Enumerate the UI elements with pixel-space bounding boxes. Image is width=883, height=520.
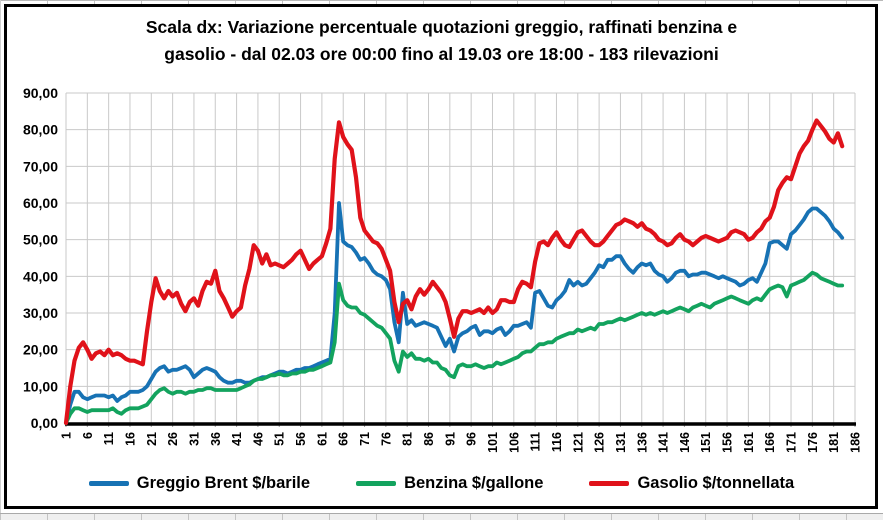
svg-text:146: 146 [678,432,692,453]
svg-text:70,00: 70,00 [23,158,58,174]
svg-text:71: 71 [358,432,372,446]
svg-text:31: 31 [187,432,201,446]
svg-text:20,00: 20,00 [23,342,58,358]
chart-title-line2: gasolio - dal 02.03 ore 00:00 fino al 19… [164,44,719,64]
legend-item-greggio-brent: Greggio Brent $/barile [88,474,311,493]
excel-column-edge-left [0,0,1,520]
svg-text:46: 46 [251,432,265,446]
svg-text:66: 66 [337,432,351,446]
legend-label-benzina: Benzina $/gallone [404,474,544,492]
legend-line-swatch-green [356,481,397,486]
svg-text:80,00: 80,00 [23,122,58,138]
svg-text:6: 6 [81,432,95,439]
svg-text:121: 121 [571,432,585,453]
svg-text:61: 61 [315,432,329,446]
svg-text:30,00: 30,00 [23,305,58,321]
svg-text:136: 136 [635,432,649,453]
legend-item-gasolio: Gasolio $/tonnellata [589,474,794,493]
svg-text:90,00: 90,00 [23,85,58,101]
legend-line-swatch-blue [88,481,129,486]
svg-text:131: 131 [614,432,628,453]
legend-label-greggio-brent: Greggio Brent $/barile [136,474,311,492]
svg-text:60,00: 60,00 [23,195,58,211]
svg-text:51: 51 [273,432,287,446]
legend-line-swatch-red [589,481,630,486]
svg-text:91: 91 [443,432,457,446]
svg-text:156: 156 [721,432,735,453]
svg-text:176: 176 [806,432,820,453]
svg-text:56: 56 [294,432,308,446]
svg-text:161: 161 [742,432,756,453]
svg-text:126: 126 [593,432,607,453]
svg-text:111: 111 [529,432,543,452]
svg-text:166: 166 [763,432,777,453]
excel-row-edge-bottom [0,513,883,520]
svg-text:151: 151 [699,432,713,453]
svg-text:116: 116 [550,432,564,452]
svg-text:21: 21 [145,432,159,446]
svg-text:11: 11 [102,432,116,445]
svg-text:16: 16 [123,432,137,446]
svg-text:0,00: 0,00 [31,415,58,431]
chart-plot-area: 1 6 11 16 21 26 31 36 41 46 51 56 61 66 71 76 81 86 91 96 10… [23,85,863,453]
chart-title: Scala dx: Variazione percentuale quotazi… [40,14,843,68]
svg-text:26: 26 [166,432,180,446]
svg-text:86: 86 [422,432,436,446]
svg-text:50,00: 50,00 [23,232,58,248]
excel-row-edge-top [0,0,883,4]
legend-item-benzina: Benzina $/gallone [356,474,543,493]
svg-text:1: 1 [60,432,74,439]
svg-text:106: 106 [507,432,521,453]
svg-text:141: 141 [657,432,671,453]
svg-text:76: 76 [379,432,393,446]
svg-text:171: 171 [785,432,799,453]
svg-text:41: 41 [230,432,244,446]
chart-title-line1: Scala dx: Variazione percentuale quotazi… [145,17,738,37]
svg-text:186: 186 [849,432,863,453]
svg-text:10,00: 10,00 [23,378,58,394]
svg-text:81: 81 [401,432,415,446]
legend-label-gasolio: Gasolio $/tonnellata [637,474,795,492]
svg-text:101: 101 [486,432,500,453]
svg-text:40,00: 40,00 [23,268,58,284]
svg-text:181: 181 [827,432,841,453]
svg-text:36: 36 [209,432,223,446]
chart-legend: Greggio Brent $/barile Benzina $/gallone… [0,474,883,493]
svg-text:96: 96 [465,432,479,446]
